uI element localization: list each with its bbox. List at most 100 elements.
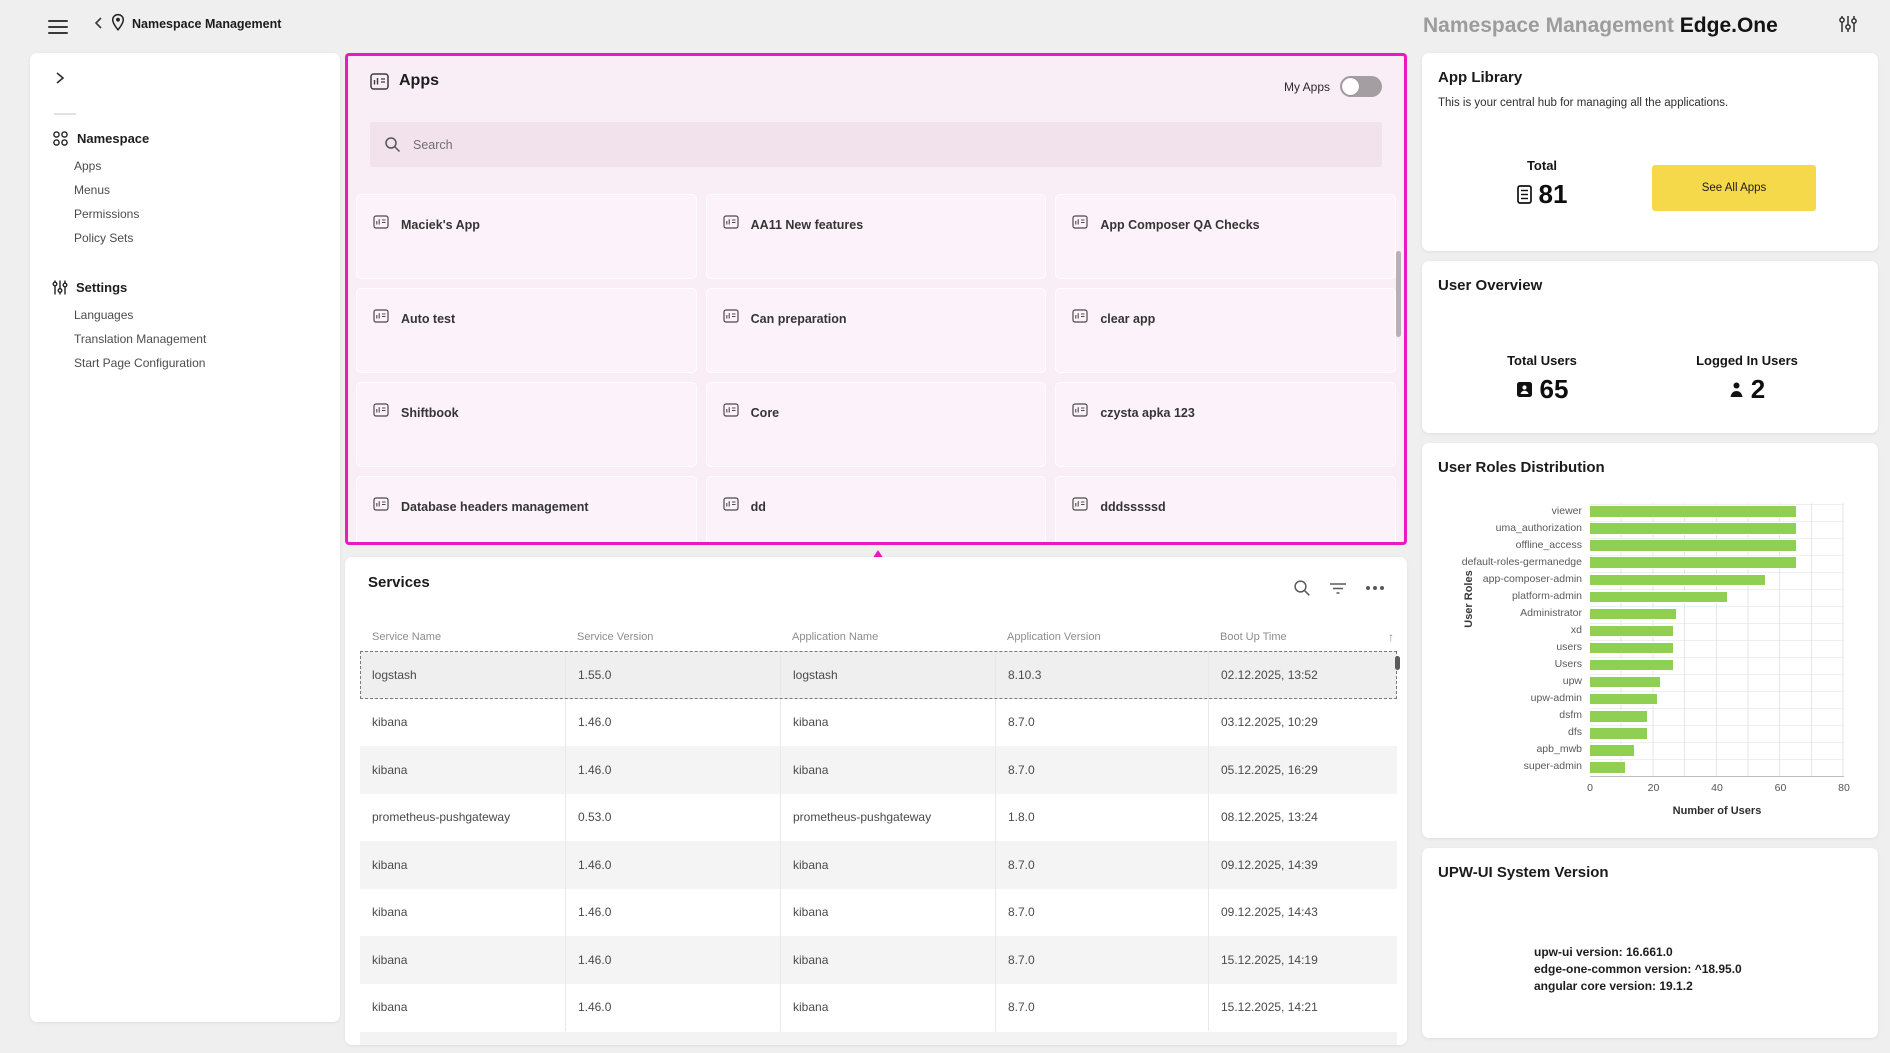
user-overview-card: User Overview Total Users 65 Logged In U… <box>1422 261 1878 433</box>
table-cell: 1.46.0 <box>565 841 780 889</box>
table-cell: 1.46.0 <box>565 983 780 1031</box>
sidebar-item-permissions[interactable]: Permissions <box>74 207 140 221</box>
system-version-title: UPW-UI System Version <box>1438 864 1609 881</box>
chart-x-tick: 20 <box>1647 782 1660 794</box>
table-row[interactable]: kibana 1.46.0 kibana 8.7.0 09.12.2025, 14:43 <box>360 888 1397 936</box>
app-icon <box>723 309 739 323</box>
services-more-kebab-icon[interactable] <box>1365 585 1385 591</box>
app-card-name: czysta apka 123 <box>1100 406 1195 420</box>
chart-bar <box>1590 727 1648 740</box>
app-card[interactable]: Database headers management <box>356 476 697 542</box>
chart-category-label: app-composer-admin <box>1482 572 1582 585</box>
toggle-knob <box>1342 78 1359 95</box>
product-name-gray: Namespace Management <box>1423 14 1674 37</box>
column-header-application-version[interactable]: Application Version <box>1007 631 1101 643</box>
app-card[interactable]: dddsssssd <box>1055 476 1396 542</box>
sidebar-expand-chevron-icon[interactable] <box>54 71 66 85</box>
column-header-boot-up-time[interactable]: Boot Up Time <box>1220 631 1287 643</box>
app-icon <box>723 403 739 417</box>
sidebar-divider <box>54 113 76 115</box>
table-row[interactable]: kibana 1.46.0 kibana 8.7.0 05.12.2025, 16:29 <box>360 746 1397 794</box>
table-row[interactable]: prometheus-pushgateway 0.53.0 prometheus-p… <box>360 793 1397 841</box>
sort-ascending-icon[interactable]: ↑ <box>1388 630 1394 644</box>
app-card[interactable]: Can preparation <box>705 288 1047 373</box>
see-all-apps-button[interactable]: See All Apps <box>1652 165 1816 211</box>
total-users-label: Total Users <box>1507 353 1577 368</box>
sidebar-item-menus[interactable]: Menus <box>74 183 111 197</box>
settings-icon <box>52 279 68 296</box>
hamburger-menu-icon[interactable] <box>48 16 68 34</box>
table-cell: 8.7.0 <box>995 888 1208 936</box>
my-apps-toggle[interactable] <box>1340 76 1382 97</box>
services-filter-icon[interactable] <box>1329 581 1347 595</box>
apps-icon <box>370 72 389 90</box>
app-card[interactable]: App Composer QA Checks <box>1055 194 1396 279</box>
sidebar-item-policy-sets[interactable]: Policy Sets <box>74 231 134 245</box>
chart-y-axis-label: User Roles <box>1463 570 1475 628</box>
table-cell: kibana <box>780 746 995 794</box>
table-cell: 15.12.2025, 14:21 <box>1208 983 1388 1031</box>
table-row[interactable]: logstash 1.55.0 logstash 8.10.3 02.12.2025, … <box>360 651 1397 699</box>
app-card[interactable]: AA11 New features <box>705 194 1047 279</box>
version-line: angular core version: 19.1.2 <box>1534 979 1693 993</box>
app-card-name: Can preparation <box>750 312 847 326</box>
app-card[interactable]: Shiftbook <box>356 382 697 467</box>
app-card[interactable]: dd <box>705 476 1047 542</box>
table-cell: 1.8.0 <box>995 793 1208 841</box>
app-card[interactable]: Core <box>705 382 1047 467</box>
apps-grid: Maciek's App AA11 New features App Compose… <box>356 194 1396 542</box>
column-header-service-name[interactable]: Service Name <box>372 631 442 643</box>
header-settings-sliders-icon[interactable] <box>1838 14 1858 34</box>
total-label: Total <box>1526 158 1558 173</box>
sidebar-item-translation-management[interactable]: Translation Management <box>74 332 207 346</box>
table-row[interactable]: kibana 1.46.0 kibana 8.7.0 09.12.2025, 14:39 <box>360 841 1397 889</box>
app-library-card: App Library This is your central hub for… <box>1422 53 1878 251</box>
my-apps-control: My Apps <box>1284 76 1382 97</box>
app-card[interactable]: Maciek's App <box>356 194 697 279</box>
total-users-stat: Total Users 65 <box>1462 353 1622 405</box>
table-cell: 02.12.2025, 13:52 <box>1208 651 1388 699</box>
app-card[interactable]: Auto test <box>356 288 697 373</box>
back-chevron-icon[interactable] <box>92 15 106 31</box>
sidebar: Namespace Apps Menus Permissions Policy Sets… <box>30 53 340 1022</box>
chart-x-tick: 40 <box>1711 782 1723 794</box>
table-cell: 0.53.0 <box>565 793 780 841</box>
table-cell: 03.12.2025, 10:29 <box>1208 698 1388 746</box>
sidebar-section-settings[interactable]: Settings <box>30 272 340 303</box>
column-header-service-version[interactable]: Service Version <box>577 631 654 643</box>
chart-category-label: dfs <box>1567 726 1582 739</box>
table-cell: kibana <box>372 857 408 872</box>
app-card-name: clear app <box>1100 312 1156 326</box>
product-header: Namespace Management Edge.One <box>1423 14 1778 38</box>
system-version-lines: upw-ui version: 16.661.0 edge-one-common … <box>1534 944 1742 995</box>
app-card[interactable]: clear app <box>1055 288 1396 373</box>
sidebar-item-apps[interactable]: Apps <box>74 159 102 173</box>
column-header-application-name[interactable]: Application Name <box>792 631 879 643</box>
app-card-name: Shiftbook <box>401 406 459 420</box>
table-cell: kibana <box>780 936 995 984</box>
services-table-body: logstash 1.55.0 logstash 8.10.3 02.12.2025, … <box>360 651 1397 1045</box>
services-table-scrollbar[interactable] <box>1395 656 1400 670</box>
sidebar-item-languages[interactable]: Languages <box>74 308 134 322</box>
table-cell: 1.46.0 <box>565 936 780 984</box>
chart-bar <box>1590 658 1673 672</box>
table-cell: 8.7.0 <box>995 936 1208 984</box>
apps-panel-scrollbar[interactable] <box>1396 251 1401 337</box>
apps-search-input[interactable] <box>411 136 1214 153</box>
sidebar-item-start-page-configuration[interactable]: Start Page Configuration <box>74 356 206 370</box>
table-row[interactable]: kibana 1.46.0 kibana 8.7.0 03.12.2025, 10:29 <box>360 698 1397 746</box>
chart-category-label: Administrator <box>1520 606 1582 619</box>
app-library-subtitle: This is your central hub for managing al… <box>1438 97 1729 109</box>
chart-category-label: platform-admin <box>1511 589 1582 602</box>
chart-category-label: users <box>1556 641 1582 654</box>
table-cell: 1.46.0 <box>565 746 780 794</box>
total-users-value: 65 <box>1539 374 1569 404</box>
table-row[interactable]: kibana 1.46.0 kibana 8.7.0 15.12.2025, 14:21 <box>360 983 1397 1031</box>
sidebar-section-namespace[interactable]: Namespace <box>30 123 340 154</box>
table-cell: kibana <box>780 983 995 1031</box>
services-search-icon[interactable] <box>1293 579 1311 597</box>
app-card[interactable]: czysta apka 123 <box>1055 382 1396 467</box>
chart-bar <box>1590 590 1727 604</box>
table-row[interactable]: kibana 1.46.0 kibana 8.7.0 15.12.2025, 14:19 <box>360 936 1397 984</box>
table-cell: kibana <box>780 888 995 936</box>
